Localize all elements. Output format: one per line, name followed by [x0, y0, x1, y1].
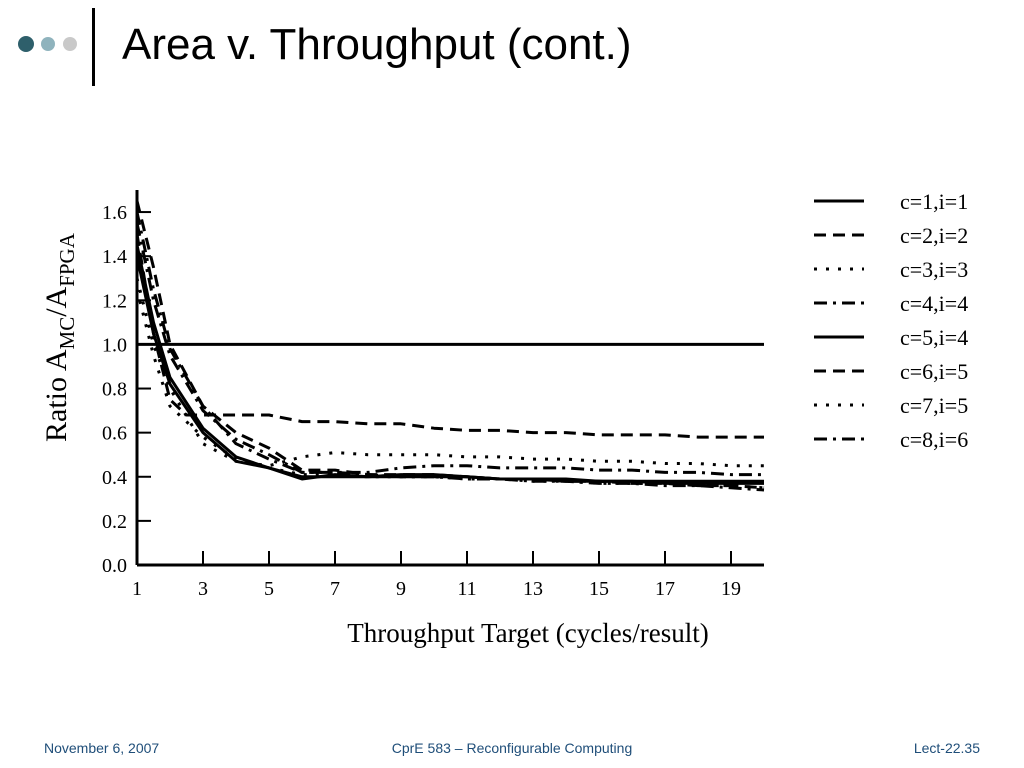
- slide-title: Area v. Throughput (cont.): [122, 20, 632, 69]
- x-tick-label: 19: [721, 578, 741, 600]
- x-tick-label: 9: [396, 578, 406, 600]
- legend-label-8: c=8,i=6: [900, 427, 968, 452]
- legend-label-6: c=6,i=5: [900, 359, 968, 384]
- legend-label-1: c=1,i=1: [900, 189, 968, 214]
- chart-axes: 0.00.20.40.60.81.01.21.41.61 3 5 7 9 11 13 15 17…: [102, 190, 764, 600]
- y-tick-label: 0.0: [102, 555, 127, 577]
- y-axis-title-part-1: Ratio A: [40, 349, 73, 442]
- footer-slide-number: Lect-22.35: [913, 740, 980, 756]
- title-separator-bar: [92, 8, 95, 86]
- legend-label-2: c=2,i=2: [900, 223, 968, 248]
- header-dots-decoration: [18, 36, 77, 52]
- x-tick-label: 3: [198, 578, 208, 600]
- x-axis-title: Throughput Target (cycles/result): [347, 618, 709, 648]
- legend-label-5: c=5,i=4: [900, 325, 968, 350]
- y-tick-label: 0.2: [102, 511, 127, 533]
- series-line-8: [135, 211, 765, 492]
- y-tick-label: 1.2: [102, 290, 127, 312]
- y-axis-title-part-2: MC: [55, 317, 79, 350]
- series-line-3: [135, 277, 764, 468]
- header-dot-1: [18, 36, 34, 52]
- series-line-1: [135, 244, 764, 483]
- x-tick-label: 17: [655, 578, 675, 600]
- y-tick-label: 1.6: [102, 202, 127, 224]
- chart-series-group: [135, 200, 765, 492]
- series-line-2: [135, 233, 764, 439]
- footer-course-name: CprE 583 – Reconfigurable Computing: [391, 740, 633, 756]
- y-tick-label: 0.8: [102, 379, 127, 401]
- series-line-4: [135, 222, 764, 477]
- x-tick-label: 13: [523, 578, 543, 600]
- y-tick-label: 0.6: [102, 423, 127, 445]
- x-tick-label: 5: [264, 578, 274, 600]
- y-tick-label: 1.0: [102, 334, 127, 356]
- x-tick-label: 7: [330, 578, 340, 600]
- footer-date: November 6, 2007: [44, 740, 160, 756]
- legend-label-7: c=7,i=5: [900, 393, 968, 418]
- y-tick-label: 1.4: [102, 246, 127, 268]
- y-axis-title: Ratio AMC/AFPGA: [40, 232, 79, 442]
- legend-label-4: c=4,i=4: [900, 291, 968, 316]
- y-axis-title-part-3: /A: [40, 286, 73, 316]
- x-tick-label: 1: [132, 578, 142, 600]
- header-dot-3: [63, 37, 77, 51]
- chart-legend: c=1,i=1 c=2,i=2 c=3,i=3 c=4,i=4 c=5,i=4 c=6,i…: [814, 189, 968, 452]
- header-dot-2: [41, 37, 55, 51]
- x-tick-label: 11: [457, 578, 476, 600]
- x-tick-label: 15: [589, 578, 609, 600]
- series-line-5: [135, 255, 764, 485]
- legend-label-3: c=3,i=3: [900, 257, 968, 282]
- y-axis-title-part-4: FPGA: [55, 232, 79, 287]
- y-tick-label: 0.4: [102, 467, 127, 489]
